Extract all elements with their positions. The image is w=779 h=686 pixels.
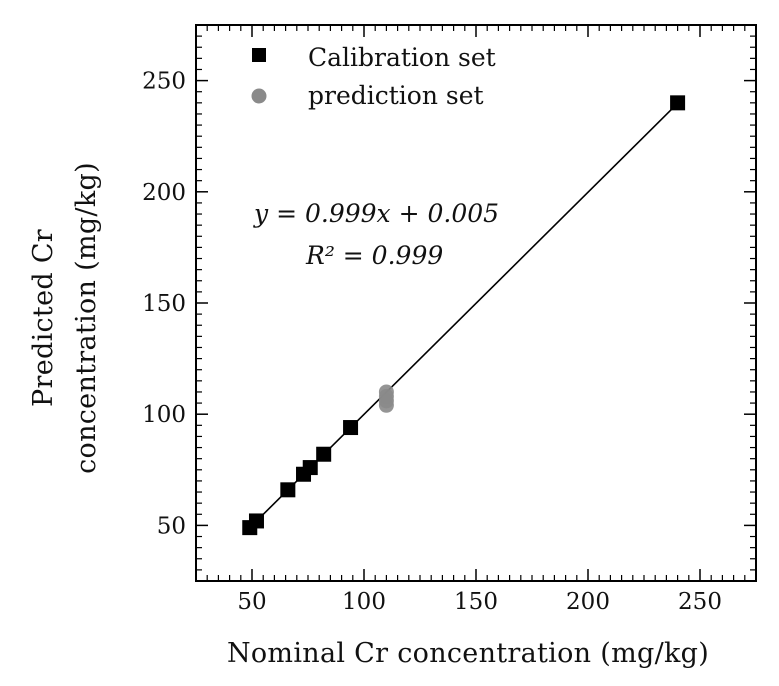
y-axis-title-line-2: concentration (mg/kg)	[71, 162, 102, 474]
y-tick-label: 150	[142, 291, 186, 317]
axis-ticks: 50 100 150 200 250 50 100 150 200 250	[142, 25, 756, 615]
y-tick-label: 250	[142, 69, 186, 95]
legend-label-calibration: Calibration set	[308, 43, 496, 72]
prediction-point	[378, 384, 394, 400]
x-axis-title: Nominal Cr concentration (mg/kg)	[227, 638, 709, 669]
y-axis-title-line-1: Predicted Cr	[28, 229, 59, 407]
legend-marker-prediction	[251, 88, 267, 104]
legend-label-prediction: prediction set	[308, 81, 484, 110]
x-tick-label: 150	[454, 589, 498, 615]
calibration-point	[248, 513, 264, 529]
data-points	[242, 95, 686, 536]
fit-r-squared: R² = 0.999	[305, 241, 443, 270]
y-tick-label: 50	[157, 513, 186, 539]
fit-equation: y = 0.999x + 0.005	[253, 199, 499, 228]
x-tick-label: 250	[678, 589, 722, 615]
y-tick-label: 200	[142, 180, 186, 206]
calibration-point	[670, 95, 686, 111]
x-tick-label: 100	[342, 589, 386, 615]
calibration-point	[280, 482, 296, 498]
calibration-point	[316, 446, 332, 462]
legend-marker-calibration	[252, 48, 266, 62]
y-tick-label: 100	[142, 402, 186, 428]
x-tick-label: 50	[237, 589, 266, 615]
x-tick-label: 200	[566, 589, 610, 615]
calibration-point	[343, 420, 359, 436]
calibration-point	[302, 460, 318, 476]
legend: Calibration set prediction set	[251, 43, 496, 110]
